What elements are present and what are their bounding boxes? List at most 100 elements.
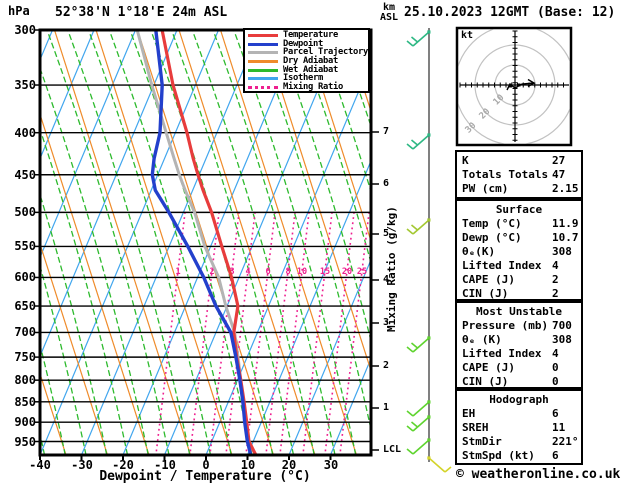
- panel-row-value: 47: [552, 168, 566, 181]
- dewpoint-curve: [150, 30, 253, 455]
- km-tick-label: 6: [383, 178, 390, 189]
- mixing-ratio-value-label: 8: [285, 267, 290, 277]
- panel-row-value: 4: [552, 259, 559, 272]
- mixing-ratio-line: [155, 211, 186, 455]
- sounding-curves: [135, 30, 258, 455]
- mixing-ratio-line: [189, 211, 220, 455]
- mixing-ratio-line: [279, 211, 310, 455]
- pressure-tick-label: 700: [14, 325, 36, 339]
- mixing-ratio-line: [339, 211, 370, 455]
- wind-barb: [427, 456, 452, 473]
- legend-item: Isotherm: [248, 74, 368, 83]
- pressure-tick-label: 450: [14, 168, 36, 182]
- pressure-tick-label: 900: [14, 415, 36, 429]
- panel-row-label: Temp (°C): [462, 217, 522, 230]
- wind-barb: [406, 438, 431, 455]
- panel-row: Dewp (°C) 10.7: [457, 231, 581, 245]
- km-tick-label: 4: [383, 274, 390, 285]
- panel-row: EH 6: [457, 407, 581, 421]
- panel-row-value: 6: [552, 407, 559, 420]
- panel-row: CIN (J) 0: [457, 375, 581, 389]
- panel-row-label: EH: [462, 407, 476, 420]
- km-tick-label: 7: [383, 126, 390, 137]
- temperature-legend-swatch: [248, 33, 278, 37]
- panel-row-label: CIN (J): [462, 287, 509, 300]
- temperature-tick-label: 30: [323, 458, 339, 472]
- panel-row-value: 0: [552, 375, 559, 388]
- altitude-unit-label: km ASL: [379, 2, 399, 23]
- panel-row: Lifted Index 4: [457, 347, 581, 361]
- pressure-tick-label: 600: [14, 270, 36, 284]
- panel-row-label: CIN (J): [462, 375, 509, 388]
- km-tick-label: 3: [383, 317, 390, 328]
- panel-section-title: Most Unstable: [475, 305, 563, 318]
- legend-item: Wet Adiabat: [248, 65, 368, 75]
- legend-item: Temperature: [248, 29, 368, 40]
- km-tick-label: 2: [383, 360, 390, 371]
- mixing-ratio-value-label: 10: [297, 267, 307, 277]
- panel-row-label: CAPE (J): [462, 273, 515, 286]
- temperature-tick-label: -10: [154, 458, 176, 472]
- grid: [35, 29, 379, 460]
- panel-row-label: CAPE (J): [462, 361, 515, 374]
- dewpoint-legend-swatch: [248, 42, 278, 46]
- mixing-ratio-line: [324, 211, 355, 455]
- mixing-ratio-value-label: 4: [245, 267, 250, 277]
- pressure-tick-label: 950: [14, 435, 36, 449]
- panel-box: Most Unstable Pressure (mb) 700 θₑ (K) 308 Li…: [455, 301, 583, 389]
- legend-item: Dry Adiabat: [248, 56, 368, 66]
- legend-item: Mixing Ratio: [248, 81, 368, 92]
- panel-row-value: 308: [552, 333, 572, 346]
- panel-row-value: 27: [552, 154, 566, 167]
- panel-row-value: 2.15: [552, 182, 579, 195]
- pressure-tick-label: 300: [14, 23, 36, 37]
- isotherm-legend-swatch: [248, 77, 278, 81]
- legend-item-label: Parcel Trajectory: [283, 47, 368, 58]
- panel-row: CIN (J) 2: [457, 287, 581, 301]
- wind-barb: [406, 336, 431, 353]
- pressure-tick-label: 650: [14, 299, 36, 313]
- panel-row-label: θₑ(K): [462, 245, 496, 258]
- wind-barb: [406, 218, 431, 235]
- hodograph: [455, 26, 573, 147]
- station-title: 52°38'N 1°18'E 24m ASL: [55, 5, 228, 20]
- wind-barb: [406, 415, 431, 432]
- mixing-ratio-value-label: 25: [357, 267, 367, 277]
- panel-row-label: StmSpd (kt): [462, 449, 535, 462]
- mixing-ratio-value-label: 1: [175, 267, 180, 277]
- mixing-ratio-line: [302, 211, 333, 455]
- temperature-tick-label: -20: [112, 458, 134, 472]
- temperature-tick-label: -30: [71, 458, 93, 472]
- legend-item-label: Isotherm: [283, 73, 323, 84]
- legend-item-label: Temperature: [283, 29, 338, 40]
- wind-barb-column: [406, 28, 452, 473]
- legend-item-label: Mixing Ratio: [283, 81, 343, 92]
- pressure-tick-label: 500: [14, 205, 36, 219]
- panel-row: θₑ(K) 308: [457, 245, 581, 259]
- panel-row-value: 0: [552, 361, 559, 374]
- panel-row-label: Totals Totals: [462, 168, 549, 181]
- wind-barb: [406, 400, 431, 417]
- panel-row: StmSpd (kt) 6: [457, 449, 581, 463]
- panel-row-value: 10.7: [552, 231, 579, 244]
- mixing-ratio-line: [225, 211, 256, 455]
- panel-row-label: Pressure (mb): [462, 319, 549, 332]
- pressure-tick-label: 550: [14, 239, 36, 253]
- panel-row: CAPE (J) 0: [457, 361, 581, 375]
- pressure-tick-label: 350: [14, 78, 36, 92]
- panel-row-value: 11.9: [552, 217, 579, 230]
- legend-item: Dewpoint: [248, 39, 368, 49]
- panel-row: Lifted Index 4: [457, 259, 581, 273]
- mixing-ratio-line: [265, 211, 296, 455]
- mixing-ratio-value-label: 20: [342, 267, 352, 277]
- km-tick-label: 5: [383, 228, 390, 239]
- panel-row-value: 11: [552, 421, 566, 434]
- panel-row: SREH 11: [457, 421, 581, 435]
- mixing-ratio-value-label: 3: [229, 267, 234, 277]
- temperature-tick-label: -40: [29, 458, 51, 472]
- legend-item: Parcel Trajectory: [248, 48, 368, 57]
- wind-barb: [406, 30, 431, 47]
- panel-row-value: 2: [552, 287, 559, 300]
